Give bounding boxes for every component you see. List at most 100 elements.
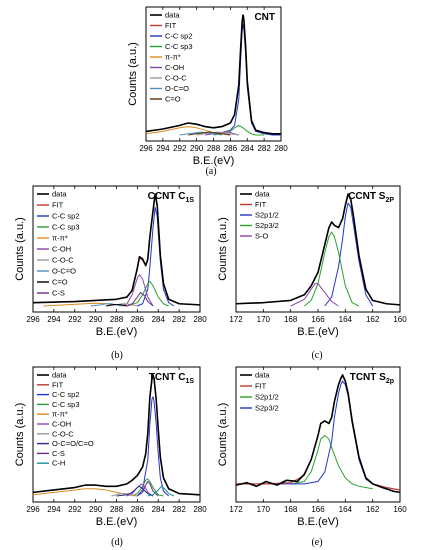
series-line-c-c-sp2 (213, 24, 281, 136)
legend-label: C-C sp2 (165, 32, 193, 41)
panel-caption: (c) (311, 350, 322, 361)
legend-label: C-O-C (165, 74, 187, 83)
x-tick-label: 170 (257, 505, 271, 514)
series-line-c-c-sp3 (213, 124, 265, 136)
series-line-c-s (137, 480, 159, 497)
series-line-c-o-c (106, 303, 138, 307)
series-line-o-c-o (90, 303, 122, 307)
series-line-c-c-sp3 (131, 478, 164, 497)
x-tick-label: 294 (156, 144, 170, 153)
legend-label: C-O-C (52, 256, 74, 265)
legend-label: C-C sp2 (52, 212, 80, 221)
x-axis-label: B.E.(eV) (297, 326, 339, 338)
legend-label: S2p3/2 (255, 404, 279, 413)
plot-frame (145, 6, 282, 142)
legend-label: C-H (52, 459, 65, 468)
legend-label: C-C sp3 (52, 400, 80, 409)
series-line-c-o (188, 131, 231, 136)
legend-label: O-C=O/C=O (52, 439, 94, 448)
legend-label: π-π* (52, 410, 68, 419)
x-tick-label: 286 (131, 315, 145, 324)
legend-label: data (165, 11, 180, 20)
plot-frame (235, 185, 401, 313)
y-axis-label: Counts (a.u.) (217, 217, 229, 281)
legend-label: data (52, 371, 67, 380)
series-line-c-c-sp2 (137, 206, 175, 307)
x-tick-label: 160 (393, 315, 407, 324)
plot-frame (32, 366, 201, 503)
x-tick-label: 282 (172, 505, 186, 514)
x-tick-label: 172 (229, 505, 243, 514)
x-axis-label: B.E.(eV) (96, 516, 138, 528)
x-tick-label: 166 (311, 315, 325, 324)
legend-label: C-C sp3 (52, 223, 80, 232)
x-tick-label: 290 (190, 144, 204, 153)
x-tick-label: 164 (339, 505, 353, 514)
series-line-s2p3-2 (236, 380, 401, 491)
legend-label: C-S (52, 289, 65, 298)
panel-title-sub: 2P (385, 197, 394, 204)
legend-label: FIT (165, 21, 177, 30)
x-tick-label: 282 (172, 315, 186, 324)
panel-caption: (e) (311, 537, 322, 548)
x-tick-label: 288 (110, 505, 124, 514)
series-line-s2p3-2 (304, 231, 360, 307)
x-tick-label: 288 (207, 144, 221, 153)
y-axis-label: Counts (a.u.) (14, 403, 26, 467)
panel-title-main: CCNT S (348, 191, 386, 202)
x-tick-label: 284 (152, 315, 166, 324)
x-tick-label: 294 (47, 315, 61, 324)
x-tick-label: 280 (274, 144, 288, 153)
legend-label: C-OH (165, 63, 184, 72)
series-line-s-o (290, 283, 339, 307)
panel-title-sub: 1S (185, 378, 194, 385)
legend-label: S2p3/2 (255, 221, 279, 230)
x-tick-label: 290 (89, 315, 103, 324)
x-tick-label: 280 (193, 315, 207, 324)
series-line-data (235, 193, 401, 306)
panel-title: CNT (254, 12, 275, 23)
legend-label: FIT (255, 382, 267, 391)
panel-title-main: TCNT S (350, 372, 386, 383)
series-line-c-h (147, 485, 175, 497)
legend-label: S-O (255, 232, 269, 241)
series-line-c-c-sp2 (137, 396, 170, 497)
panel-title-main: CCNT C (148, 191, 186, 202)
legend-label: data (52, 190, 67, 199)
x-tick-label: 164 (339, 315, 353, 324)
series-line-c-oh (126, 483, 154, 497)
x-tick-label: 168 (284, 505, 298, 514)
series-line-c-o-c (196, 131, 239, 136)
x-tick-label: 292 (68, 505, 82, 514)
legend-label: C=O (165, 95, 181, 104)
panel-a: 296 294 292 290 288 286 284 282 280 B.E.(eV) Count… (127, 6, 288, 167)
x-tick-label: 168 (284, 315, 298, 324)
panel-title-main: CNT (254, 12, 275, 23)
series-line-data (32, 374, 201, 496)
x-tick-label: 288 (110, 315, 124, 324)
panel-title-sub: 2p (386, 378, 394, 385)
panel-e: 172 170 168 166 164 162 160 B.E.(eV) Counts (a.u… (217, 366, 407, 528)
series-line-data (145, 14, 281, 135)
legend-label: C=O (52, 278, 68, 287)
x-tick-label: 286 (224, 144, 238, 153)
panel-title-sub: 1S (185, 197, 194, 204)
x-tick-label: 170 (257, 315, 271, 324)
legend-label: C-C sp2 (52, 390, 80, 399)
legend-label: C-OH (52, 420, 71, 429)
legend-label: C-S (52, 449, 65, 458)
x-tick-label: 292 (173, 144, 187, 153)
panel-title: CCNT C1S (148, 191, 195, 204)
x-tick-label: 280 (193, 505, 207, 514)
x-tick-label: 160 (393, 505, 407, 514)
legend-label: O-C=O (52, 267, 76, 276)
panel-title-main: TCNT C (149, 372, 186, 383)
x-tick-label: 290 (89, 505, 103, 514)
x-tick-label: 296 (26, 315, 40, 324)
legend-label: π-π* (52, 234, 68, 243)
x-axis-label: B.E.(eV) (297, 516, 339, 528)
series-line-data (32, 193, 201, 306)
